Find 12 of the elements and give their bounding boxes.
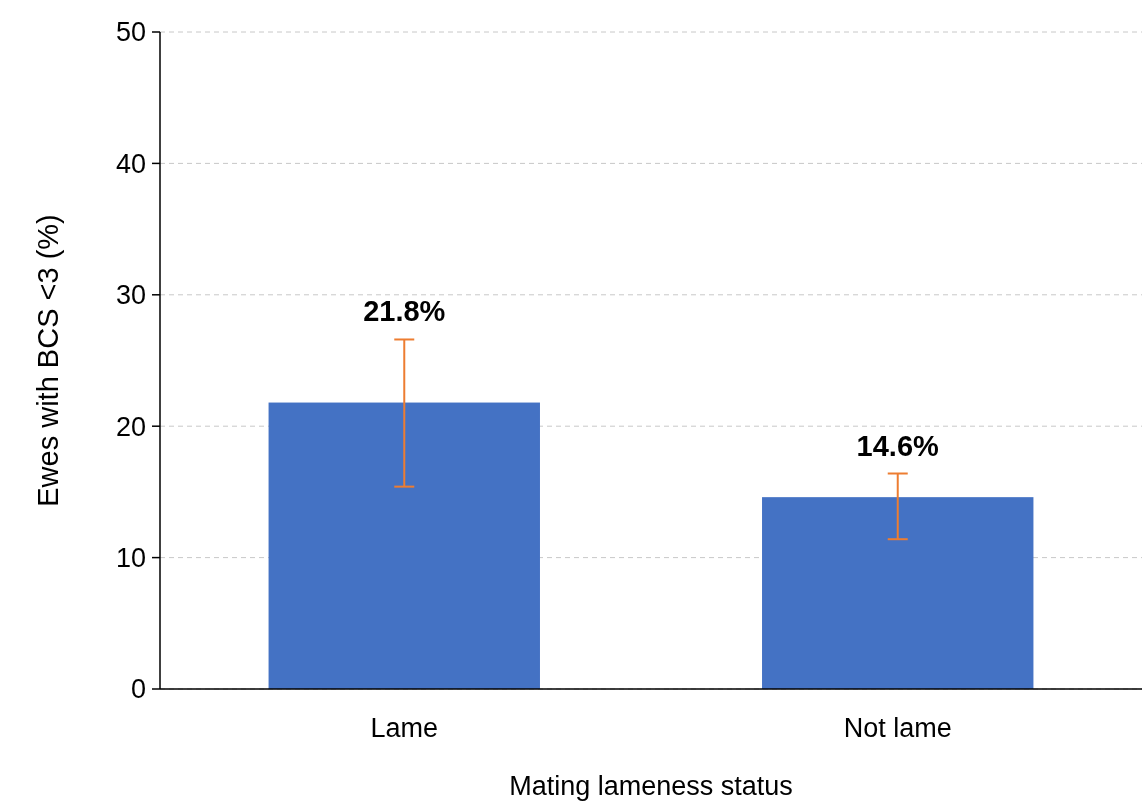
y-tick-label: 40 — [115, 148, 146, 179]
y-tick-label: 50 — [115, 17, 146, 48]
data-label: 14.6% — [856, 429, 940, 462]
y-tick-label: 0 — [130, 674, 146, 705]
y-tick-label: 20 — [115, 411, 146, 442]
y-tick-label: 10 — [115, 543, 146, 574]
x-axis-title: Mating lameness status — [509, 771, 793, 801]
x-tick-label: Lame — [370, 713, 439, 743]
y-axis-title: Ewes with BCS <3 (%) — [32, 214, 64, 507]
x-tick-label: Not lame — [843, 713, 952, 743]
y-tick-label: 30 — [115, 280, 146, 311]
data-label: 21.8% — [363, 295, 446, 328]
